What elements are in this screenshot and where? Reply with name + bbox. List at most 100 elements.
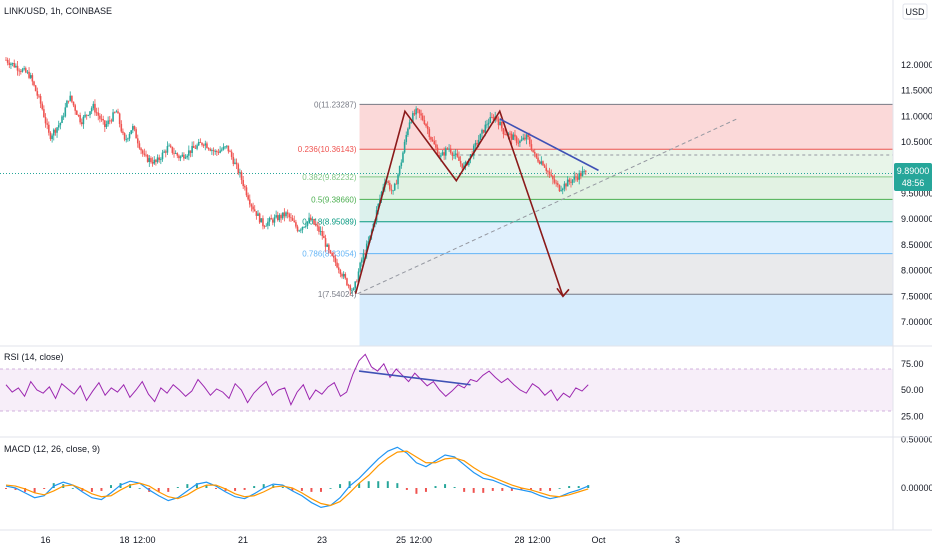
- macd-histogram-bar: [358, 483, 361, 488]
- rsi-band: [0, 369, 893, 411]
- fib-level-label: 0.236(10.36143): [298, 145, 357, 154]
- time-tick-label: 28: [514, 535, 524, 545]
- pattern-arrow-head: [556, 287, 570, 298]
- macd-histogram-bar: [424, 488, 427, 492]
- candle-body: [184, 157, 187, 159]
- candle-body: [211, 150, 213, 151]
- macd-line[interactable]: [5, 446, 589, 509]
- macd-histogram-bar: [482, 488, 485, 493]
- candle-body: [135, 129, 137, 139]
- candle-body: [186, 155, 188, 158]
- macd-histogram-bar: [186, 484, 189, 488]
- candle-body: [80, 122, 83, 125]
- candle-body: [262, 218, 264, 227]
- candle-body: [54, 129, 57, 133]
- macd-histogram-bar: [281, 487, 284, 488]
- price-tick-label: 12.00000: [901, 60, 932, 70]
- fib-zone: [359, 104, 893, 150]
- candle-body: [260, 218, 263, 223]
- candle-body: [209, 149, 212, 151]
- candle-body: [71, 95, 73, 102]
- candle-body: [533, 151, 536, 154]
- candle-body: [164, 151, 167, 153]
- candle-body: [584, 170, 587, 172]
- candle-body: [20, 71, 22, 72]
- currency-label[interactable]: USD: [905, 7, 925, 17]
- price-tick-label: 9.50000: [901, 189, 932, 199]
- candle-body: [486, 124, 488, 126]
- candle-body: [300, 229, 302, 231]
- candle-body: [127, 138, 129, 140]
- candle-body: [504, 134, 506, 135]
- price-tick-label: 8.00000: [901, 266, 932, 276]
- fib-level-label: 0.382(9.82232): [302, 173, 357, 182]
- candle-body: [94, 103, 96, 113]
- candle-body: [331, 252, 333, 256]
- candle-body: [527, 134, 529, 138]
- candle-body: [161, 152, 164, 160]
- candle-body: [133, 126, 136, 130]
- candle-body: [360, 259, 363, 263]
- candle-body: [85, 114, 88, 116]
- rsi-line[interactable]: [5, 353, 589, 406]
- candle-body: [321, 230, 324, 237]
- macd-histogram-bar: [577, 486, 580, 488]
- candle-body: [150, 158, 152, 163]
- candle-body: [56, 127, 58, 133]
- macd-histogram-bar: [214, 488, 217, 489]
- currency-button-frame[interactable]: [902, 3, 928, 20]
- candle-body: [31, 75, 34, 82]
- candle-body: [234, 162, 236, 164]
- candle-body: [415, 108, 417, 115]
- candle-body: [21, 69, 24, 72]
- candle-body: [311, 219, 314, 220]
- candle-body: [275, 215, 277, 218]
- candle-body: [102, 119, 104, 121]
- macd-histogram-bar: [14, 488, 17, 490]
- resistance-trend-line[interactable]: [499, 118, 599, 172]
- candle-body: [550, 174, 553, 176]
- candle-body: [535, 153, 538, 158]
- candle-body: [436, 147, 439, 156]
- macd-histogram-bar: [396, 483, 399, 488]
- candle-body: [463, 165, 465, 169]
- symbol-title: LINK/USD, 1h, COINBASE: [4, 6, 112, 16]
- macd-pane[interactable]: 0.50000 0.00000: [5, 435, 932, 509]
- rsi-pane[interactable]: 75.00 50.00 25.00: [0, 353, 924, 421]
- candle-body: [240, 172, 243, 181]
- currency-button[interactable]: USD: [902, 3, 928, 20]
- candle-body: [39, 96, 42, 104]
- candle-body: [461, 163, 464, 169]
- candle-body: [418, 109, 421, 114]
- macd-histogram-bar: [90, 488, 93, 492]
- candle-body: [201, 142, 203, 145]
- fib-zone: [359, 176, 893, 200]
- fib-level-label: 0.5(9.38660): [311, 195, 357, 204]
- candle-body: [423, 120, 426, 124]
- candle-body: [128, 134, 131, 139]
- candle-body: [477, 139, 480, 145]
- candle-body: [33, 81, 35, 86]
- candle-body: [107, 120, 109, 125]
- macd-signal-line[interactable]: [5, 450, 589, 507]
- candle-body: [532, 150, 534, 152]
- macd-histogram-bar: [386, 481, 389, 488]
- candle-body: [323, 236, 325, 239]
- price-pane[interactable]: 0(11.23287) 0.236(10.36143) 0.382(9.82232)…: [0, 56, 893, 346]
- candle-body: [253, 209, 256, 212]
- macd-histogram-bar: [329, 488, 332, 489]
- time-axis[interactable]: 16 18 12:00 21 23 25 12:00 28 12:00 Oct 3: [40, 535, 680, 545]
- candle-body: [448, 148, 450, 150]
- candle-body: [344, 274, 347, 279]
- candle-body: [339, 269, 342, 275]
- macd-histogram-bar: [129, 484, 132, 488]
- candle-body: [440, 155, 442, 157]
- candle-body: [120, 123, 123, 132]
- rsi-trend-line[interactable]: [358, 370, 471, 386]
- candle-body: [387, 181, 389, 183]
- candle-body: [438, 155, 441, 157]
- pattern-zigzag-line[interactable]: [354, 109, 564, 297]
- candle-body: [295, 222, 297, 227]
